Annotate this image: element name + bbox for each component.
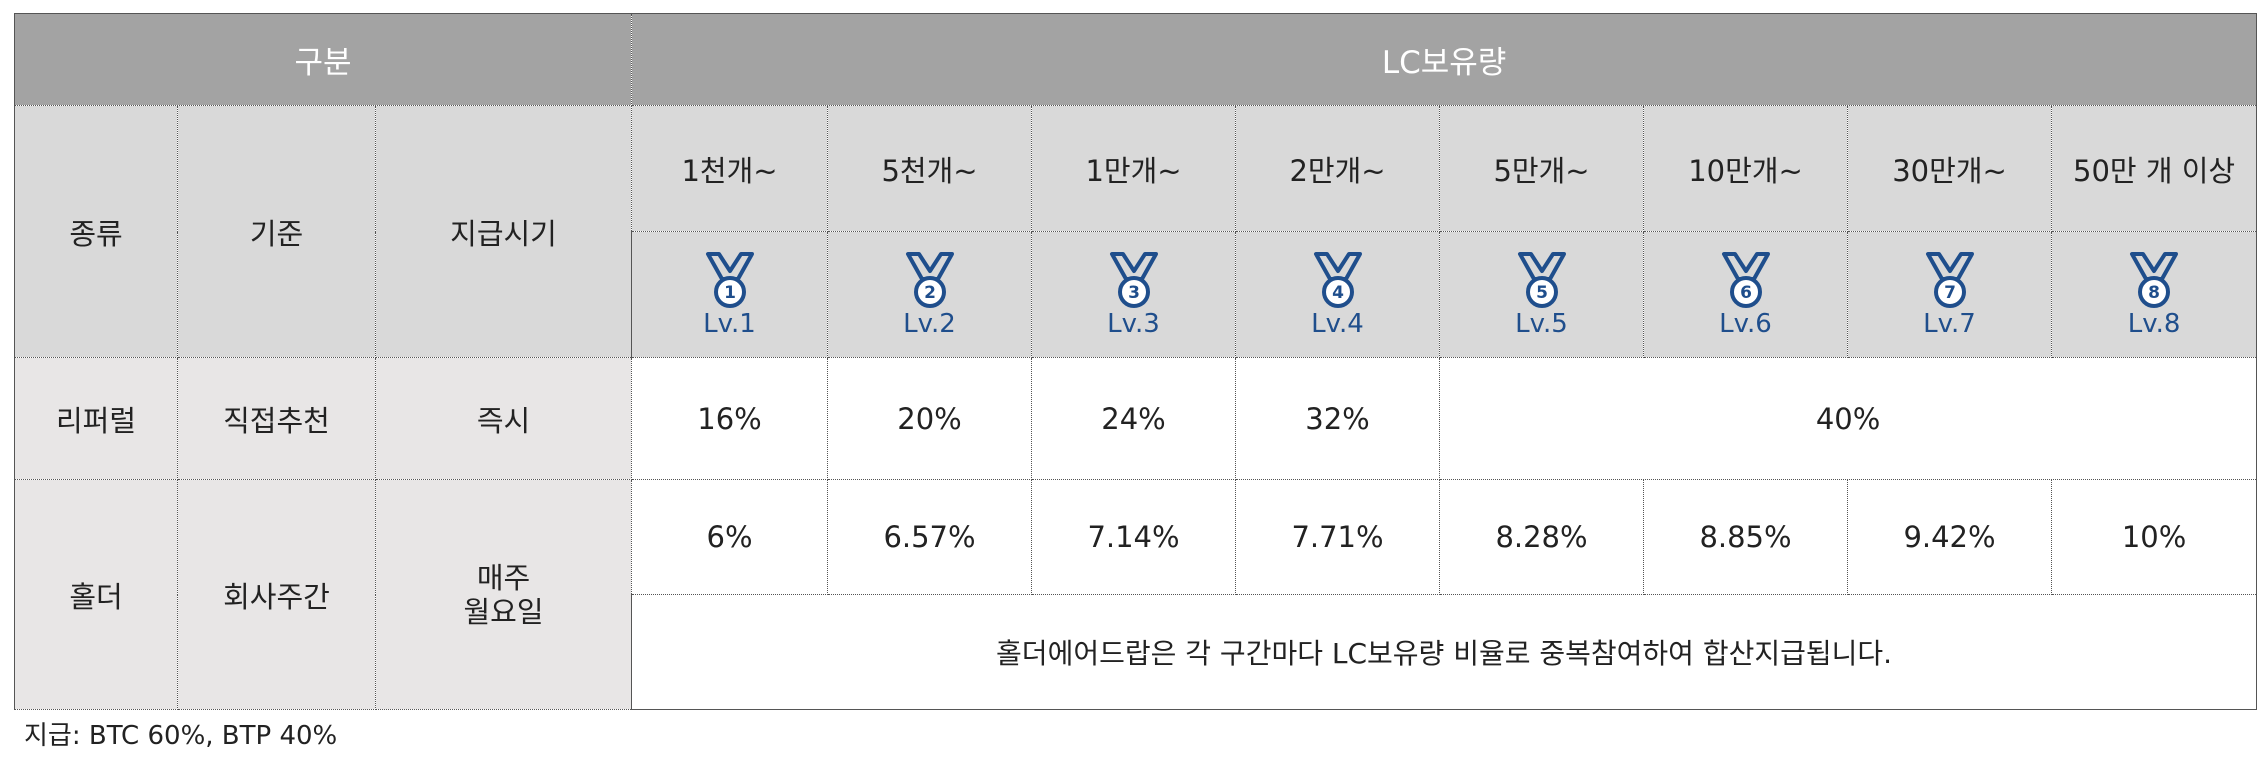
tier-range-row: 종류 기준 지급시기 1천개~ 5천개~ 1만개~ 2만개~ 5만개~ 10만개… (14, 105, 2258, 358)
tier-range: 1천개~ (631, 105, 829, 232)
holder-rate: 9.42% (1847, 479, 2053, 595)
holder-note-row: 홀더에어드랍은 각 구간마다 LC보유량 비율로 중복참여하여 합산지급됩니다. (15, 594, 2258, 710)
header-lc-holdings: LC보유량 (631, 13, 2258, 106)
top-header-row: 구분 LC보유량 (13, 13, 2258, 106)
referral-rate-merged: 40% (1439, 357, 2258, 480)
referral-time: 즉시 (374, 357, 633, 480)
medal-icon: 8 (2130, 251, 2179, 308)
referral-rate: 16% (631, 357, 829, 480)
medal-number: 1 (724, 283, 736, 303)
tier-range: 10만개~ (1643, 105, 1849, 232)
holder-airdrop-note: 홀더에어드랍은 각 구간마다 LC보유량 비율로 중복참여하여 합산지급됩니다. (631, 594, 2258, 710)
rewards-table: 구분 LC보유량 종류 기준 지급시기 1천개~ 5천개~ 1만개~ 2만개~ … (13, 13, 2258, 710)
header-category: 구분 (13, 13, 633, 106)
tier-level-label: Lv.7 (1923, 308, 1976, 339)
payment-footnote: 지급: BTC 60%, BTP 40% (24, 721, 338, 751)
medal-number: 5 (1536, 283, 1548, 303)
column-payment-time: 지급시기 (374, 105, 633, 358)
medal-icon: 7 (1925, 251, 1974, 308)
tier-range: 5만개~ (1439, 105, 1645, 232)
medal-number: 7 (1944, 283, 1956, 303)
tier-level-cell: 7 Lv.7 (1847, 231, 2053, 358)
tier-level-label: Lv.4 (1311, 308, 1364, 339)
tier-level-label: Lv.3 (1107, 308, 1160, 339)
medal-number: 2 (924, 283, 936, 303)
medal-icon: 2 (905, 251, 954, 308)
referral-basis: 직접추천 (177, 357, 376, 480)
medal-icon: 6 (1721, 251, 1770, 308)
holder-time: 매주 월요일 (374, 479, 633, 710)
holder-type: 홀더 (14, 479, 178, 710)
tier-level-cell: 4 Lv.4 (1235, 231, 1441, 358)
medal-number: 6 (1740, 283, 1752, 303)
medal-icon: 1 (705, 251, 754, 308)
holder-rate: 8.85% (1643, 479, 1849, 595)
medal-icon: 3 (1109, 251, 1158, 308)
tier-level-cell: 6 Lv.6 (1643, 231, 1849, 358)
referral-row: 리퍼럴 직접추천 즉시 16% 20% 24% 32% 40% (14, 357, 2258, 480)
tier-level-label: Lv.1 (703, 308, 756, 339)
medal-icon: 4 (1313, 251, 1362, 308)
tier-level-cell: 2 Lv.2 (827, 231, 1033, 358)
medal-number: 3 (1128, 283, 1140, 303)
holder-time-line2: 월요일 (463, 594, 544, 629)
tier-range: 2만개~ (1235, 105, 1441, 232)
holder-rate: 7.71% (1235, 479, 1441, 595)
holder-rate: 7.14% (1031, 479, 1237, 595)
medal-number: 4 (1332, 283, 1344, 303)
tier-level-label: Lv.2 (903, 308, 956, 339)
holder-rate: 6% (631, 479, 829, 595)
tier-level-cell: 8 Lv.8 (2051, 231, 2258, 358)
medal-icon: 5 (1517, 251, 1566, 308)
holder-rate-row: 홀더 회사주간 매주 월요일 6% 6.57% 7.14% 7.71% 8.28… (14, 479, 2258, 710)
tier-level-label: Lv.5 (1515, 308, 1568, 339)
holder-basis: 회사주간 (177, 479, 376, 710)
column-basis: 기준 (177, 105, 376, 358)
tier-level-cell: 1 Lv.1 (631, 231, 829, 358)
holder-rate: 10% (2051, 479, 2258, 595)
column-type: 종류 (14, 105, 178, 358)
tier-level-cell: 5 Lv.5 (1439, 231, 1645, 358)
tier-range: 5천개~ (827, 105, 1033, 232)
tier-range: 50만 개 이상 (2051, 105, 2258, 232)
referral-rate: 24% (1031, 357, 1237, 480)
tier-level-row: 1 Lv.1 2 Lv.2 3 Lv.3 4 Lv.4 5 Lv.5 6 Lv.6 7 Lv.… (15, 231, 2258, 358)
referral-type: 리퍼럴 (14, 357, 178, 480)
holder-time-line1: 매주 (476, 560, 531, 595)
medal-number: 8 (2148, 283, 2160, 303)
referral-rate: 20% (827, 357, 1033, 480)
holder-rate: 8.28% (1439, 479, 1645, 595)
tier-range: 30만개~ (1847, 105, 2053, 232)
tier-range: 1만개~ (1031, 105, 1237, 232)
tier-level-label: Lv.8 (2127, 308, 2181, 339)
holder-rate: 6.57% (827, 479, 1033, 595)
referral-rate: 32% (1235, 357, 1441, 480)
tier-level-cell: 3 Lv.3 (1031, 231, 1237, 358)
tier-level-label: Lv.6 (1719, 308, 1772, 339)
